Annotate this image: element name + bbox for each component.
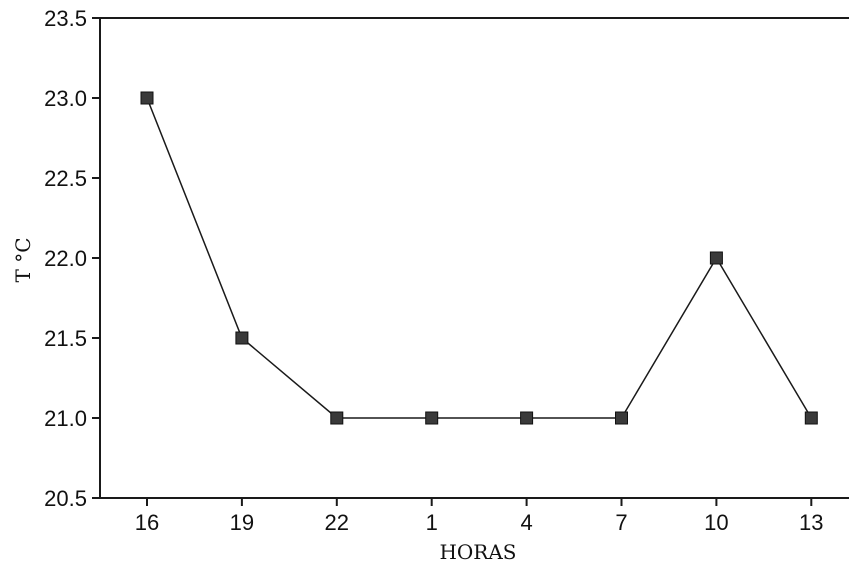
y-ticks: 20.5 21.0 21.5 22.0 22.5 23.0 23.5 [44,6,100,511]
x-tick-label: 13 [799,510,823,535]
x-ticks: 16 19 22 1 4 7 10 13 [135,498,824,535]
series-group [140,91,818,425]
series-line [146,97,812,419]
data-point-marker [615,411,628,425]
x-axis-title: HORAS [439,540,516,564]
data-point-marker [709,251,723,265]
x-tick-label: 19 [230,510,254,535]
y-tick-label: 23.0 [44,86,87,111]
y-tick-label: 21.0 [44,406,87,431]
data-point-marker [330,411,344,425]
data-point-marker [520,411,534,425]
data-point-marker [804,411,818,425]
y-tick-label: 23.5 [44,6,87,31]
y-tick-label: 22.0 [44,246,87,271]
x-tick-label: 1 [426,510,438,535]
data-point-marker [425,411,439,425]
y-tick-label: 22.5 [44,166,87,191]
x-tick-label: 16 [135,510,159,535]
data-point-marker [140,91,154,105]
x-tick-label: 4 [520,510,532,535]
axes [99,17,849,499]
x-tick-label: 10 [704,510,728,535]
x-tick-label: 7 [615,510,627,535]
data-point-marker [235,331,249,345]
x-tick-label: 22 [325,510,349,535]
y-axis-title: T °C [11,238,35,283]
y-tick-label: 21.5 [44,326,87,351]
y-tick-label: 20.5 [44,486,87,511]
